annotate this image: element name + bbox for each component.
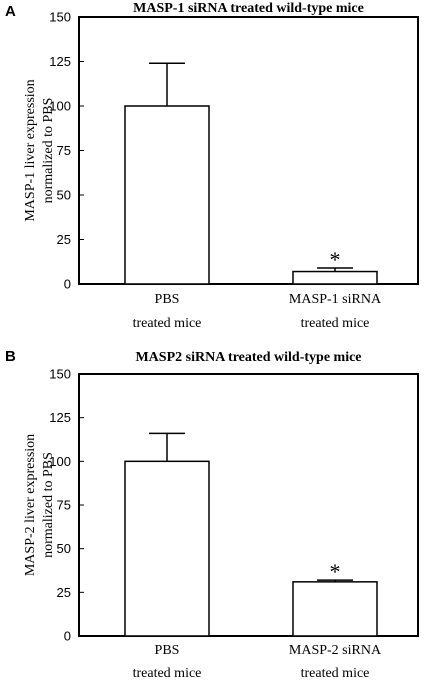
y-tick-label: 125 xyxy=(49,54,71,69)
y-tick-label: 50 xyxy=(57,188,71,203)
significance-marker: * xyxy=(330,559,341,584)
y-tick-label: 75 xyxy=(57,498,71,513)
x-category-label: PBS xyxy=(155,643,180,658)
bar xyxy=(292,270,378,285)
chart-title: MASP-1 siRNA treated wild-type mice xyxy=(133,1,364,16)
significance-marker: * xyxy=(330,247,341,272)
bar xyxy=(124,105,210,285)
y-axis-label-line: MASP-2 liver expression xyxy=(23,434,38,576)
y-tick-label: 150 xyxy=(49,367,71,382)
chart-panel-a: A MASP-1 siRNA treated wild-type mice MASP… xyxy=(5,1,419,331)
x-category-label: treated mice xyxy=(301,666,370,681)
x-category-label: treated mice xyxy=(301,316,370,331)
y-tick-label: 50 xyxy=(57,541,71,556)
y-tick-label: 25 xyxy=(57,232,71,247)
bar xyxy=(292,581,378,637)
y-tick-label: 150 xyxy=(49,10,71,25)
y-tick-label: 100 xyxy=(49,454,71,469)
y-tick-label: 75 xyxy=(57,143,71,158)
x-category-label: treated mice xyxy=(133,666,202,681)
y-axis-label-line: MASP-1 liver expression xyxy=(23,79,38,221)
y-tick-label: 125 xyxy=(49,410,71,425)
y-tick-label: 25 xyxy=(57,585,71,600)
panel-letter: A xyxy=(5,3,16,20)
x-category-label: treated mice xyxy=(133,316,202,331)
y-tick-label: 100 xyxy=(49,99,71,114)
y-tick-label: 0 xyxy=(64,277,71,292)
bar xyxy=(124,460,210,637)
y-tick-label: 0 xyxy=(64,629,71,644)
x-category-label: PBS xyxy=(155,292,180,307)
chart-panel-b: B MASP2 siRNA treated wild-type mice MASP-… xyxy=(5,348,419,681)
y-axis-label-line: normalized to PBS xyxy=(41,452,56,558)
x-category-label: MASP-1 siRNA xyxy=(289,292,382,307)
chart-title: MASP2 siRNA treated wild-type mice xyxy=(135,350,361,365)
y-axis-label-line: normalized to PBS xyxy=(41,98,56,204)
panel-letter: B xyxy=(5,348,16,365)
x-category-label: MASP-2 siRNA xyxy=(289,643,382,658)
